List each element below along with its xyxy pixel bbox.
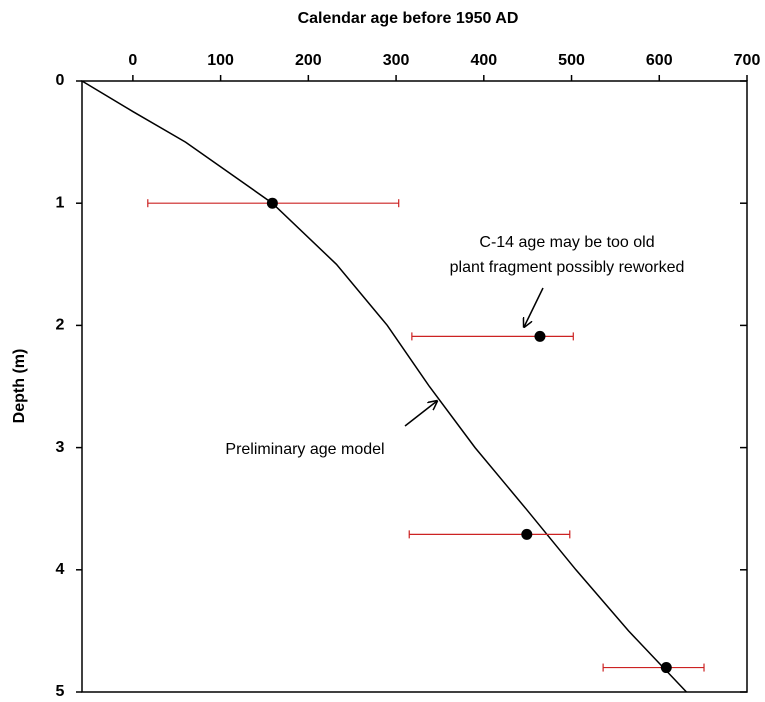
chart-title: Calendar age before 1950 AD <box>298 10 519 27</box>
annotation: C-14 age may be too old <box>479 234 654 251</box>
x-tick-label: 300 <box>383 52 410 69</box>
age-model-line <box>81 80 688 693</box>
x-tick-label: 500 <box>558 52 585 69</box>
y-tick-label: 1 <box>56 194 65 211</box>
x-tick-label: 700 <box>734 52 761 69</box>
plot-frame <box>81 80 748 693</box>
y-axis-label: Depth (m) <box>11 349 28 424</box>
data-point <box>660 662 672 674</box>
y-tick-label: 5 <box>56 683 65 700</box>
y-tick-label: 4 <box>56 561 65 578</box>
arrow <box>404 401 437 427</box>
data-point <box>266 197 278 209</box>
x-tick-label: 400 <box>470 52 497 69</box>
annotation: Preliminary age model <box>225 441 384 458</box>
arrow <box>524 287 544 327</box>
y-tick-label: 2 <box>56 317 65 334</box>
y-tick-label: 3 <box>56 439 65 456</box>
x-tick-label: 200 <box>295 52 322 69</box>
data-point <box>534 330 546 342</box>
data-point <box>521 528 533 540</box>
x-tick-label: 0 <box>128 52 137 69</box>
annotation: plant fragment possibly reworked <box>450 259 685 276</box>
y-tick-label: 0 <box>56 72 65 89</box>
x-tick-label: 600 <box>646 52 673 69</box>
x-tick-label: 100 <box>207 52 234 69</box>
